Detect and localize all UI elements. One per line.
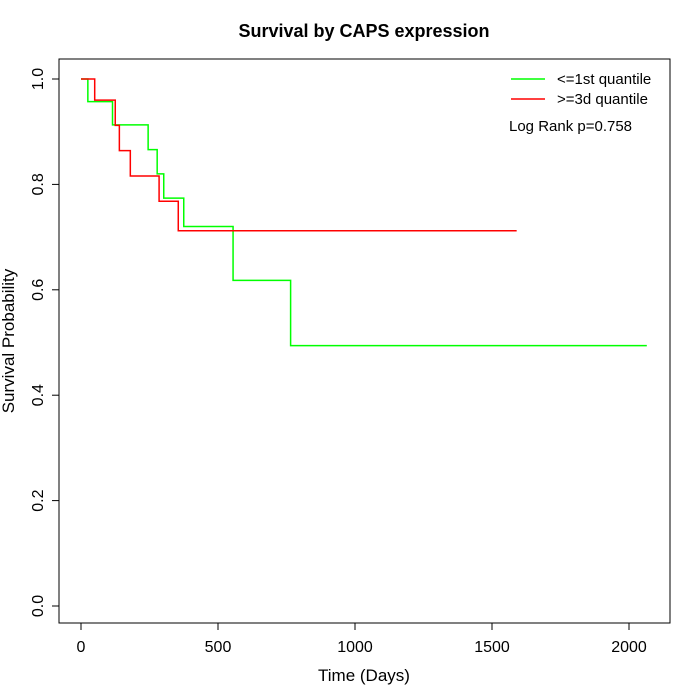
y-tick-label: 0.4 [30, 384, 47, 406]
x-axis-label: Time (Days) [318, 666, 410, 685]
survival-curves [81, 78, 647, 347]
plot-frame [58, 58, 671, 624]
y-axis-label: Survival Probability [0, 268, 18, 413]
survival-curve-series-1 [81, 78, 647, 347]
x-tick-label: 1500 [474, 639, 510, 656]
x-tick-label: 1000 [337, 639, 373, 656]
log-rank-annotation: Log Rank p=0.758 [509, 118, 632, 135]
y-axis: 0.0 0.2 0.4 0.6 0.8 1.0 [30, 68, 60, 617]
y-tick-label: 0.0 [30, 595, 47, 617]
legend: <=1st quantile >=3d quantile [511, 71, 651, 108]
y-tick-label: 0.2 [30, 489, 47, 511]
y-tick-label: 0.8 [30, 173, 47, 195]
survival-curve-series-2 [81, 78, 517, 232]
legend-label: <=1st quantile [557, 71, 651, 88]
x-tick-label: 0 [77, 639, 86, 656]
chart-title: Survival by CAPS expression [238, 21, 489, 41]
legend-label: >=3d quantile [557, 91, 648, 108]
y-tick-label: 1.0 [30, 68, 47, 90]
y-tick-label: 0.6 [30, 279, 47, 301]
x-tick-label: 500 [205, 639, 232, 656]
x-tick-label: 2000 [611, 639, 647, 656]
x-axis: 0 500 1000 1500 2000 [77, 622, 647, 656]
